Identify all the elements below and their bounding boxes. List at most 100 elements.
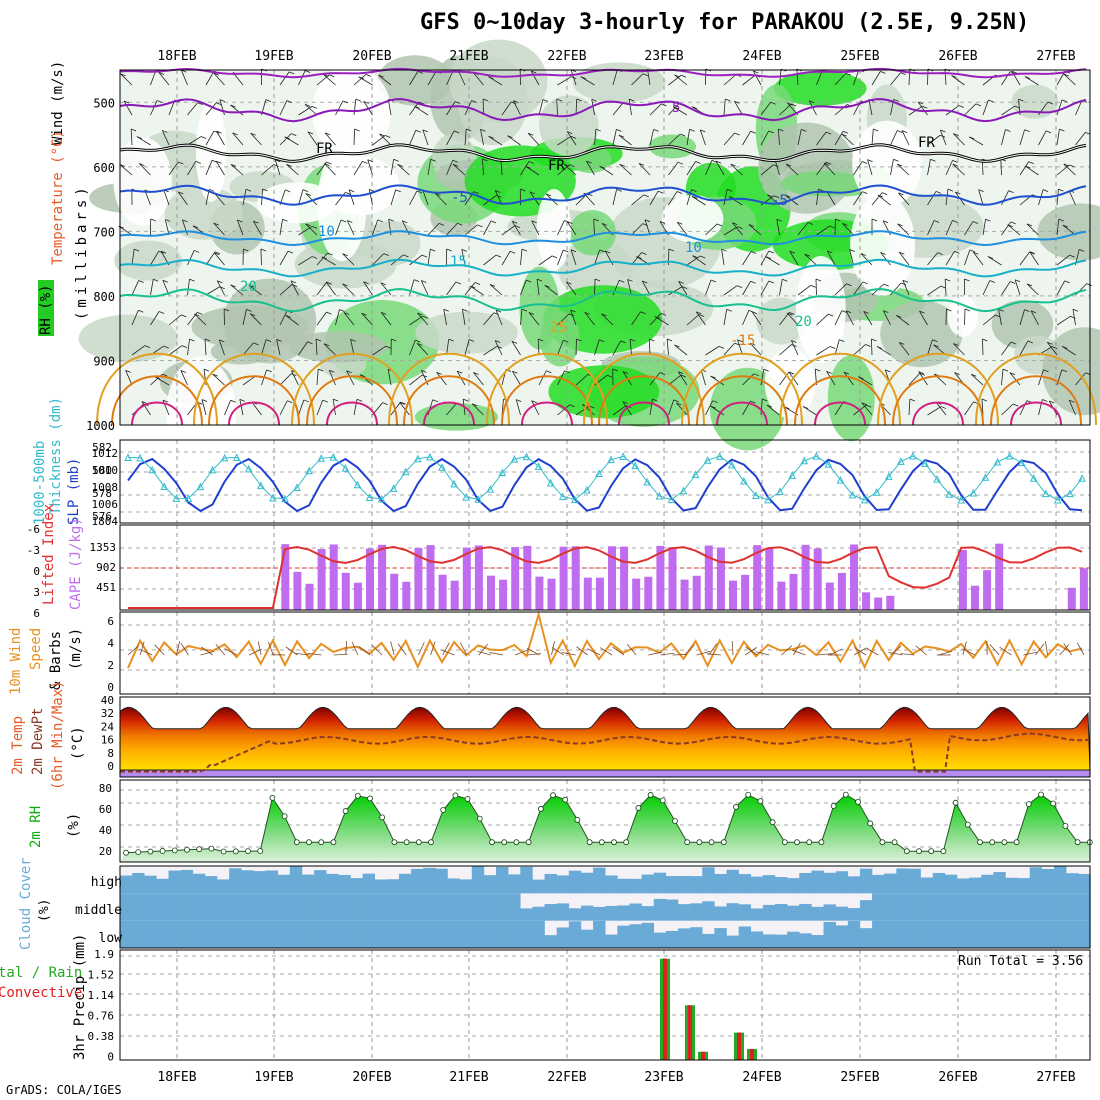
wind-barb-flag [998, 308, 1004, 312]
wind-barb-10m [477, 650, 492, 656]
wind-barb [298, 106, 313, 116]
wind-barb [871, 338, 873, 356]
wind-barb-flag [536, 278, 543, 282]
wind-barb [230, 104, 244, 116]
temp-contour-diurnal [990, 375, 1082, 426]
cloud-bar [168, 893, 181, 921]
wind-barb-flag [367, 159, 373, 163]
wind-barb [253, 220, 262, 236]
wind-barb-10m [989, 644, 1000, 656]
wind-barb-flag [893, 158, 899, 162]
rh-point [635, 805, 642, 811]
wind-barb-flag [716, 223, 723, 227]
wind-barb-flag [217, 280, 223, 284]
wind-barb-flag [654, 316, 661, 319]
wind-barb-flag [1029, 251, 1035, 255]
cloud-bar [1005, 893, 1018, 921]
cloud-bar [362, 873, 375, 894]
cloud-bar [702, 901, 715, 921]
wind-barb-flag [156, 100, 163, 103]
wind-barb-flag [570, 249, 577, 253]
wind-barb-flag [214, 252, 220, 256]
wind-barb-flag [213, 72, 219, 76]
wind-barb [723, 74, 737, 86]
cloud-bar [944, 874, 958, 894]
wind10-label-2: Speed [28, 628, 44, 670]
wind-barb-flag [876, 346, 883, 349]
wind-barb [686, 255, 701, 266]
wind-barb-flag [718, 346, 725, 349]
wind-barb-flag [400, 401, 406, 405]
wind-barb [827, 250, 836, 266]
wind-barb [511, 341, 521, 356]
rh-point [830, 803, 837, 809]
rh-point [464, 796, 471, 802]
wind-barb-flag [616, 189, 622, 192]
wind-barb [927, 252, 938, 266]
wind-barb-flag [969, 136, 975, 140]
wind-barb-flag [305, 70, 311, 73]
wind-barb-flag [958, 105, 965, 108]
cloud-bar [204, 876, 218, 894]
wind-barb-flag [385, 345, 392, 349]
wind-barb-flag [768, 280, 774, 284]
wind-barb-flag [989, 280, 995, 283]
wind-barb [705, 279, 712, 296]
cloud-level-label: middle [75, 903, 122, 918]
wind-barb-flag [564, 370, 570, 374]
cloud-bar [1066, 920, 1079, 948]
wind-barb [826, 191, 836, 206]
wind-barb [998, 309, 1002, 326]
wind-barb [544, 285, 558, 296]
wind-barb [422, 189, 429, 206]
wind-barb-flag [629, 98, 635, 102]
wind-barb-flag [753, 70, 759, 74]
cloud-bar [277, 920, 291, 948]
wind-barb-10m [587, 648, 601, 656]
rh-point [574, 816, 581, 823]
wind-barb [557, 164, 570, 176]
cloud-bar [374, 893, 388, 921]
wind-barb [766, 404, 780, 416]
wind-barb [342, 253, 355, 266]
wind-barb-10m [551, 646, 564, 656]
cloud-bar [981, 920, 994, 948]
wind-barb [705, 223, 718, 236]
dewpoint-label: 2m DewPt [30, 708, 46, 775]
wind-barb [284, 136, 299, 146]
wind-barb-flag [290, 280, 297, 284]
wind-barb-flag [734, 132, 740, 136]
wind-barb-flag [343, 312, 350, 315]
thickness-marker [498, 468, 507, 477]
temp-contour-diurnal [486, 352, 608, 426]
cloud-bar [568, 921, 582, 948]
temp-contour-minus10 [119, 98, 1087, 123]
wind-barb-flag [1047, 341, 1053, 345]
cloud-bar [556, 927, 570, 948]
cloud-bar [362, 893, 375, 921]
thickness-tick: 580 [92, 464, 112, 477]
rh-point [452, 792, 459, 799]
rh-point [940, 848, 947, 855]
wind-barb [230, 164, 244, 176]
cloud-bar [993, 920, 1006, 948]
date-label-top: 20FEB [352, 49, 391, 64]
wind-barb [779, 312, 790, 326]
wind-barb [880, 252, 891, 266]
wind-barb-10m [865, 647, 879, 656]
wind-barb-10m [478, 643, 488, 656]
li-tick: -6 [27, 523, 40, 536]
cloud-bar [301, 893, 315, 921]
wind-barb-flag [243, 248, 249, 252]
cloud-bar [338, 920, 351, 948]
wind-barb [446, 222, 458, 236]
wind-barb [224, 400, 231, 416]
cloud-bar [896, 868, 909, 894]
wind-barb [480, 129, 484, 146]
wind-barb-flag [443, 308, 449, 312]
cloud-bar [156, 920, 169, 948]
wind-barb-flag [333, 398, 339, 402]
cloud-bar [762, 934, 776, 948]
wind-barb-flag [495, 190, 501, 193]
wind-barb-flag [192, 225, 199, 229]
